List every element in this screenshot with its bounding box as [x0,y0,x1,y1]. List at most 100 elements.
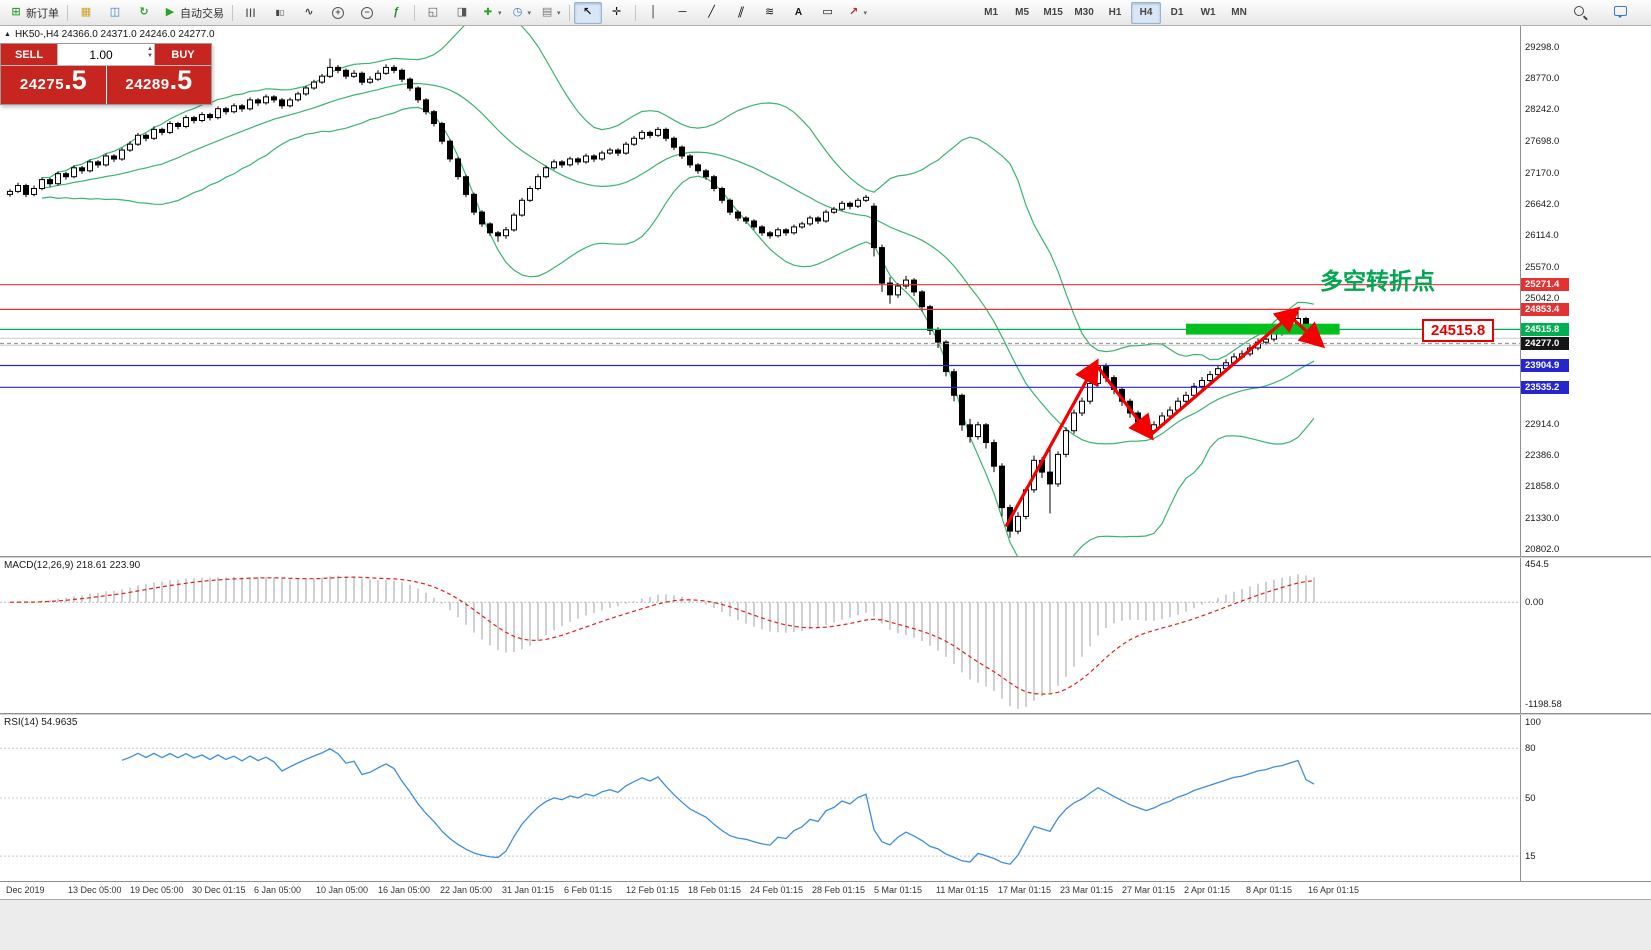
toolbar-channel[interactable] [727,2,755,24]
toolbar-chart-bars[interactable] [237,2,265,24]
price-tick: 29298.0 [1525,42,1560,53]
toolbar-trendline[interactable] [698,2,726,24]
chevron-down-icon: ▾ [527,9,532,17]
tile-windows-icon [426,6,440,20]
toolbar-charts[interactable] [72,2,100,24]
toolbar-tf-M5[interactable]: M5 [1007,2,1037,24]
horizontal-line-icon [676,6,690,20]
chevron-down-icon: ▾ [557,9,561,17]
toolbar-new-order[interactable]: 新订单 [5,2,63,24]
toolbar-separator [67,4,68,21]
toolbar-vertical-line[interactable] [640,2,668,24]
toolbar-tf-M1[interactable]: M1 [976,2,1006,24]
volume-spinner[interactable]: ▲ ▼ [147,46,153,60]
refresh-icon [137,6,151,20]
toolbar-tf-M15[interactable]: M15 [1038,2,1068,24]
price-tick: 22914.0 [1525,419,1560,430]
macd-canvas[interactable] [0,558,1521,713]
price-tick: 21330.0 [1525,513,1560,524]
time-axis[interactable]: Dec 2019 13 Dec 05:00 19 Dec 05:00 30 Dec 0… [0,881,1651,899]
price-scale[interactable]: 29298.0 28770.0 28242.0 27698.0 27170.0 26642… [1520,26,1651,881]
price-tick: 27698.0 [1525,136,1560,147]
toolbar-tf-MN[interactable]: MN [1224,2,1254,24]
toolbar-indicators[interactable] [382,2,410,24]
volume-input[interactable] [58,46,154,63]
toolbar-fibonacci[interactable] [756,2,784,24]
symbol-search-icon [1573,5,1587,20]
rsi-label: RSI(14) 54.9635 [4,717,78,728]
main-chart-panel: ▲ HK50-,H4 24366.0 24371.0 24246.0 24277… [0,26,1521,556]
time-label: 13 Dec 05:00 [68,885,122,895]
toolbar-label: M30 [1074,7,1094,18]
sell-price-base: 24275 [19,76,65,93]
rsi-canvas[interactable] [0,715,1521,881]
main-chart-canvas[interactable] [0,26,1521,556]
toolbar-template[interactable]: ▾ [536,2,565,24]
window-bottom-strip [0,899,1651,950]
toolbar-profile[interactable] [101,2,129,24]
price-tick: 20802.0 [1525,544,1560,555]
time-label: 2 Apr 01:15 [1184,885,1231,895]
toolbar: 新订单 自动交易 ▾ ▾ ▾ ▾ M1 M5 M15 M30 H1 H4 D1 W1 MN [0,0,1651,26]
toolbar-chat[interactable] [1606,2,1634,24]
sell-button[interactable]: SELL [1,44,57,65]
panel-divider[interactable] [0,556,1651,558]
toolbar-period[interactable]: ▾ [507,2,536,24]
toolbar-chart-candles[interactable] [266,2,294,24]
toolbar-autotrade[interactable]: 自动交易 [159,2,228,24]
toolbar-tf-H1[interactable]: H1 [1100,2,1130,24]
sell-price-big: .5 [64,65,87,95]
volume-box: ▲▼ [57,44,155,65]
symbol-ohlc-text: HK50-,H4 24366.0 24371.0 24246.0 24277.0 [14,29,215,40]
toolbar-label: D1 [1170,7,1184,18]
time-label: 27 Mar 01:15 [1122,885,1176,895]
macd-label: MACD(12,26,9) 218.61 223.90 [4,560,141,571]
buy-price-big: .5 [169,65,193,95]
time-label: 12 Feb 01:15 [626,885,680,895]
label-icon [821,6,835,20]
fibonacci-icon [763,6,777,20]
price-tick: 22386.0 [1525,450,1560,461]
toolbar-zoom-in[interactable] [324,2,352,24]
price-level-tag: 25271.4 [1521,278,1569,291]
toolbar-add-indicator[interactable]: ▾ [477,2,506,24]
vertical-line-icon [647,6,661,20]
toolbar-symbol-search[interactable] [1566,2,1594,24]
price-tick: 80 [1525,743,1536,754]
toolbar-tile-windows[interactable] [419,2,447,24]
toolbar-crosshair[interactable] [603,2,631,24]
time-label: 6 Jan 05:00 [254,885,302,895]
sell-price-button[interactable]: 24275.5 [1,66,106,104]
toolbar-tf-M30[interactable]: M30 [1069,2,1099,24]
toolbar-tf-H4[interactable]: H4 [1131,1,1162,24]
chart-candles-icon [273,6,287,20]
collapse-arrow-icon[interactable]: ▲ [4,31,11,38]
profile-icon [108,6,122,20]
toolbar-cursor[interactable] [573,1,602,24]
toolbar-label[interactable] [814,2,842,24]
panel-divider[interactable] [0,713,1651,715]
price-tick: 21858.0 [1525,481,1560,492]
buy-price-button[interactable]: 24289.5 [106,65,211,104]
chart-line-icon [302,6,316,20]
price-tick: 50 [1525,793,1536,804]
time-label: 24 Feb 01:15 [750,885,804,895]
toolbar-zoom-out[interactable] [353,2,381,24]
toolbar-refresh[interactable] [130,2,158,24]
toolbar-tf-D1[interactable]: D1 [1162,2,1192,24]
toolbar-text[interactable] [785,2,813,24]
time-label: 10 Jan 05:00 [316,885,369,895]
toolbar-arrows[interactable]: ▾ [843,2,872,24]
time-label: 16 Apr 01:15 [1308,885,1360,895]
toolbar-data-window[interactable] [448,2,476,24]
data-window-icon [455,6,469,20]
time-label: 22 Jan 05:00 [440,885,493,895]
buy-button[interactable]: BUY [155,44,211,65]
price-tick: -1198.58 [1525,699,1562,710]
toolbar-chart-line[interactable] [295,2,323,24]
toolbar-label: MN [1231,7,1247,18]
charts-icon [79,6,93,20]
toolbar-horizontal-line[interactable] [669,2,697,24]
crosshair-icon [610,6,624,20]
toolbar-tf-W1[interactable]: W1 [1193,2,1223,24]
